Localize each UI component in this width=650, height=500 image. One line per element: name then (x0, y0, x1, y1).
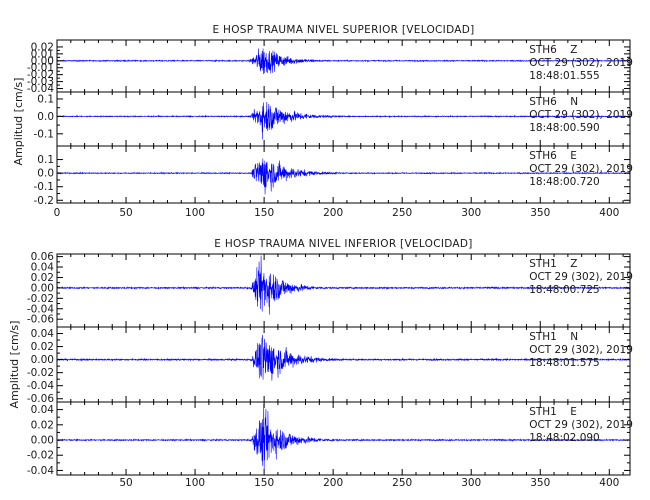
x-tick-label: 200 (323, 477, 343, 489)
waveform-sth1-n (56, 335, 631, 381)
station-label: STH1 (529, 331, 557, 343)
y-tick-label: -0.03 (27, 76, 54, 88)
y-tick-label: 0.02 (31, 341, 54, 353)
y-tick-label: -0.04 (27, 380, 54, 392)
x-tick-label: 150 (254, 207, 274, 219)
x-tick-label: 250 (392, 207, 412, 219)
x-tick-label: 100 (185, 207, 205, 219)
y-tick-label: 0.01 (31, 48, 54, 60)
y-tick-label: 0.04 (31, 404, 55, 416)
date-label: OCT 29 (302), 2019 (529, 271, 633, 283)
x-tick-label: 300 (461, 477, 481, 489)
y-tick-label: 0.02 (31, 41, 54, 53)
x-tick-label: 50 (119, 477, 132, 489)
x-tick-label: 350 (530, 477, 550, 489)
y-tick-label: -0.04 (27, 303, 54, 315)
y-tick-label: 0.00 (31, 282, 54, 294)
y-tick-label: -0.06 (27, 314, 54, 326)
x-tick-label: 350 (530, 207, 550, 219)
y-tick-label: 0.04 (31, 328, 55, 340)
component-label: E (570, 150, 577, 162)
y-tick-label: 0.02 (31, 419, 54, 431)
time-label: 18:48:00.725 (529, 284, 600, 296)
waveform-sth1-e (56, 403, 631, 471)
x-tick-label: 300 (461, 207, 481, 219)
panel-frame (56, 401, 631, 476)
y-tick-label: 0.0 (37, 111, 54, 123)
y-tick-label: 0.0 (37, 168, 54, 180)
y-tick-label: -0.04 (27, 465, 54, 477)
x-tick-label: 250 (392, 477, 412, 489)
y-tick-label: -0.02 (27, 450, 54, 462)
date-label: OCT 29 (302), 2019 (529, 419, 633, 431)
waveform-sth6-z (56, 48, 631, 74)
y-tick-label: -0.06 (27, 393, 54, 405)
x-tick-label: 50 (119, 207, 132, 219)
y-tick-label: 0.00 (31, 354, 54, 366)
chart-title: E HOSP TRAUMA NIVEL SUPERIOR [VELOCIDAD] (212, 24, 474, 36)
y-tick-label: -0.1 (34, 128, 55, 140)
x-tick-label: 150 (254, 477, 274, 489)
y-tick-label: -0.02 (27, 293, 54, 305)
date-label: OCT 29 (302), 2019 (529, 109, 633, 121)
x-tick-label: 400 (599, 477, 619, 489)
component-label: Z (570, 44, 577, 56)
x-tick-label: 400 (599, 207, 619, 219)
x-tick-label: 100 (185, 477, 205, 489)
panel-frame (56, 145, 631, 204)
waveform-sth6-n (56, 101, 631, 140)
y-tick-label: -0.02 (27, 367, 54, 379)
station-label: STH6 (529, 150, 557, 162)
station-label: STH1 (529, 258, 557, 270)
y-tick-label: 0.00 (31, 55, 54, 67)
chart-title: E HOSP TRAUMA NIVEL INFERIOR [VELOCIDAD] (214, 238, 472, 250)
y-tick-label: 0.00 (31, 435, 54, 447)
time-label: 18:48:00.720 (529, 176, 600, 188)
y-tick-label: 0.02 (31, 272, 54, 284)
x-tick-label: 200 (323, 207, 343, 219)
y-tick-label: -0.02 (27, 69, 54, 81)
waveform-sth6-e (56, 158, 631, 195)
time-label: 18:48:01.555 (529, 70, 600, 82)
station-label: STH6 (529, 44, 557, 56)
y-tick-label: 0.04 (31, 262, 55, 274)
y-tick-label: -0.1 (34, 181, 55, 193)
y-tick-label: -0.04 (27, 83, 54, 95)
y-tick-label: 0.06 (31, 251, 55, 263)
y-tick-label: 0.1 (37, 93, 54, 105)
component-label: N (570, 331, 578, 343)
y-tick-label: -0.2 (34, 195, 55, 207)
waveform-sth1-z (56, 255, 631, 315)
component-label: E (570, 406, 577, 418)
y-tick-label: 0.1 (37, 154, 54, 166)
component-label: Z (570, 258, 577, 270)
station-label: STH6 (529, 96, 557, 108)
time-label: 18:48:00.590 (529, 122, 600, 134)
station-label: STH1 (529, 406, 557, 418)
component-label: N (570, 96, 578, 108)
date-label: OCT 29 (302), 2019 (529, 57, 633, 69)
time-label: 18:48:01.575 (529, 357, 600, 369)
y-tick-label: -0.01 (27, 62, 54, 74)
y-axis-label: Amplitud [cm/s] (12, 78, 25, 166)
y-axis-label: Amplitud [cm/s] (8, 321, 21, 409)
date-label: OCT 29 (302), 2019 (529, 163, 633, 175)
time-label: 18:48:02.090 (529, 432, 600, 444)
date-label: OCT 29 (302), 2019 (529, 344, 633, 356)
x-tick-label: 0 (54, 207, 61, 219)
